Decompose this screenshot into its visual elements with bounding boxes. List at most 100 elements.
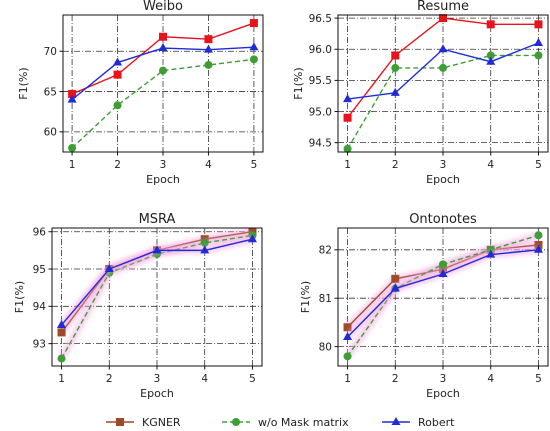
point-s1-legend bbox=[232, 418, 240, 426]
point-s1-2 bbox=[439, 63, 447, 72]
point-s0-1 bbox=[391, 274, 400, 283]
xtick-label-0: 1 bbox=[344, 159, 351, 171]
point-s0-2 bbox=[159, 32, 167, 41]
series-line-1 bbox=[71, 58, 254, 149]
ytick-label-1: 94 bbox=[33, 301, 47, 313]
panel-2: 1 2 3 4 5 94.5 95.0 95.5 96.0 96.5 Resume Epoch F1(%… bbox=[292, 0, 549, 186]
xtick-label-3: 4 bbox=[205, 159, 212, 171]
ytick-label-0: 80 bbox=[319, 341, 332, 353]
panel-title: Weibo bbox=[143, 0, 183, 14]
point-s1-2 bbox=[159, 66, 167, 75]
point-s1-3 bbox=[486, 51, 495, 60]
legend: KGNER w/o Mask matrix Robert bbox=[106, 416, 455, 429]
point-s2-1 bbox=[390, 87, 400, 96]
xtick-label-1: 2 bbox=[392, 373, 399, 385]
ytick-label-1: 81 bbox=[319, 293, 332, 305]
y-axis-label: F1(%) bbox=[292, 67, 305, 99]
x-axis-label: Epoch bbox=[140, 387, 174, 400]
point-s2-2 bbox=[158, 43, 168, 52]
y-axis-label: F1(%) bbox=[13, 281, 26, 313]
point-s2-3 bbox=[486, 56, 496, 65]
legend-item-0: KGNER bbox=[106, 416, 181, 429]
ytick-label-2: 70 bbox=[44, 46, 57, 58]
point-s2-2 bbox=[438, 269, 448, 277]
point-s1-4 bbox=[534, 51, 543, 60]
point-s2-1 bbox=[104, 264, 114, 273]
xtick-label-1: 2 bbox=[106, 373, 113, 385]
point-s1-0 bbox=[57, 354, 66, 363]
point-s2-4 bbox=[247, 234, 257, 243]
legend-label-1: w/o Mask matrix bbox=[258, 416, 349, 429]
ytick-label-0: 93 bbox=[33, 338, 46, 350]
xtick-label-4: 5 bbox=[251, 159, 258, 171]
ytick-label-3: 96 bbox=[33, 227, 47, 239]
point-s2-0 bbox=[343, 94, 353, 103]
ytick-label-4: 96.5 bbox=[309, 13, 332, 25]
point-s2-2 bbox=[152, 245, 162, 254]
legend-label-2: Robert bbox=[418, 416, 455, 429]
point-s1-2 bbox=[439, 260, 447, 269]
ytick-label-2: 95 bbox=[33, 264, 46, 276]
series-line-1 bbox=[60, 234, 253, 359]
panel-3: 1 2 3 4 5 93 94 95 96 MSRA Epoch F1(%) bbox=[13, 212, 263, 400]
xtick-label-4: 5 bbox=[249, 373, 256, 385]
point-s0-3 bbox=[486, 20, 495, 29]
x-axis-label: Epoch bbox=[426, 173, 460, 186]
point-s1-0 bbox=[68, 143, 77, 152]
point-s1-4 bbox=[249, 55, 258, 64]
y-axis-label: F1(%) bbox=[299, 281, 312, 313]
panel-title: Ontonotes bbox=[409, 212, 477, 227]
point-s0-legend bbox=[116, 418, 124, 426]
point-s0-3 bbox=[204, 35, 213, 44]
legend-label-0: KGNER bbox=[142, 416, 181, 429]
xtick-label-2: 3 bbox=[154, 373, 161, 385]
point-s1-3 bbox=[204, 60, 213, 69]
point-s2-3 bbox=[200, 245, 210, 254]
point-s2-0 bbox=[67, 94, 77, 103]
point-s2-4 bbox=[533, 38, 543, 47]
point-s0-1 bbox=[391, 51, 400, 60]
ytick-label-1: 95.0 bbox=[309, 106, 332, 118]
xtick-label-3: 4 bbox=[487, 159, 494, 171]
xtick-label-4: 5 bbox=[535, 159, 542, 171]
point-s1-1 bbox=[391, 63, 400, 72]
point-s0-2 bbox=[439, 14, 447, 23]
panel-title: MSRA bbox=[139, 212, 176, 227]
point-s0-1 bbox=[113, 70, 122, 79]
x-axis-label: Epoch bbox=[146, 173, 180, 186]
xtick-label-2: 3 bbox=[160, 159, 167, 171]
panel-1: 1 2 3 4 5 60 65 70 Weibo Epoch F1(%) bbox=[17, 0, 264, 186]
ytick-label-2: 95.5 bbox=[309, 75, 332, 87]
point-s2-2 bbox=[438, 44, 448, 53]
xtick-label-0: 1 bbox=[58, 373, 65, 385]
point-s0-0 bbox=[343, 323, 352, 332]
point-s1-0 bbox=[343, 144, 352, 153]
xtick-label-3: 4 bbox=[201, 373, 208, 385]
y-axis-label: F1(%) bbox=[17, 67, 30, 99]
xtick-label-0: 1 bbox=[69, 159, 76, 171]
xtick-label-1: 2 bbox=[392, 159, 399, 171]
point-s1-0 bbox=[343, 352, 352, 361]
point-s2-4 bbox=[249, 42, 259, 51]
point-s1-4 bbox=[534, 231, 543, 240]
point-s0-4 bbox=[249, 19, 258, 28]
point-s0-0 bbox=[343, 113, 352, 122]
point-s2-0 bbox=[57, 319, 67, 328]
ytick-label-0: 60 bbox=[44, 127, 57, 139]
xtick-label-2: 3 bbox=[440, 159, 447, 171]
xtick-label-2: 3 bbox=[440, 373, 447, 385]
point-s0-0 bbox=[68, 89, 77, 98]
xtick-label-3: 4 bbox=[487, 373, 494, 385]
point-s2-0 bbox=[343, 331, 353, 340]
point-s2-1 bbox=[113, 57, 123, 66]
ytick-label-3: 96.0 bbox=[309, 44, 332, 56]
point-s1-3 bbox=[200, 238, 209, 247]
point-s2-1 bbox=[390, 283, 400, 292]
ytick-label-1: 65 bbox=[44, 86, 57, 98]
ytick-label-2: 82 bbox=[319, 245, 332, 257]
legend-item-1: w/o Mask matrix bbox=[222, 416, 349, 429]
point-s2-3 bbox=[486, 249, 496, 258]
xtick-label-4: 5 bbox=[535, 373, 542, 385]
x-axis-label: Epoch bbox=[426, 387, 460, 400]
